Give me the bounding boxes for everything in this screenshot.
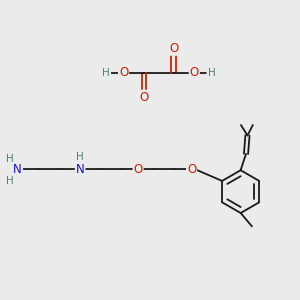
- Text: N: N: [14, 163, 22, 176]
- Text: O: O: [134, 163, 143, 176]
- Text: O: O: [190, 66, 199, 79]
- Text: O: O: [169, 42, 178, 55]
- Text: H: H: [5, 176, 13, 186]
- Text: H: H: [208, 68, 215, 78]
- Text: H: H: [76, 152, 84, 162]
- Text: O: O: [119, 66, 128, 79]
- Text: O: O: [140, 91, 149, 103]
- Text: O: O: [187, 163, 196, 176]
- Text: H: H: [5, 154, 13, 164]
- Text: N: N: [76, 163, 85, 176]
- Text: H: H: [102, 68, 110, 78]
